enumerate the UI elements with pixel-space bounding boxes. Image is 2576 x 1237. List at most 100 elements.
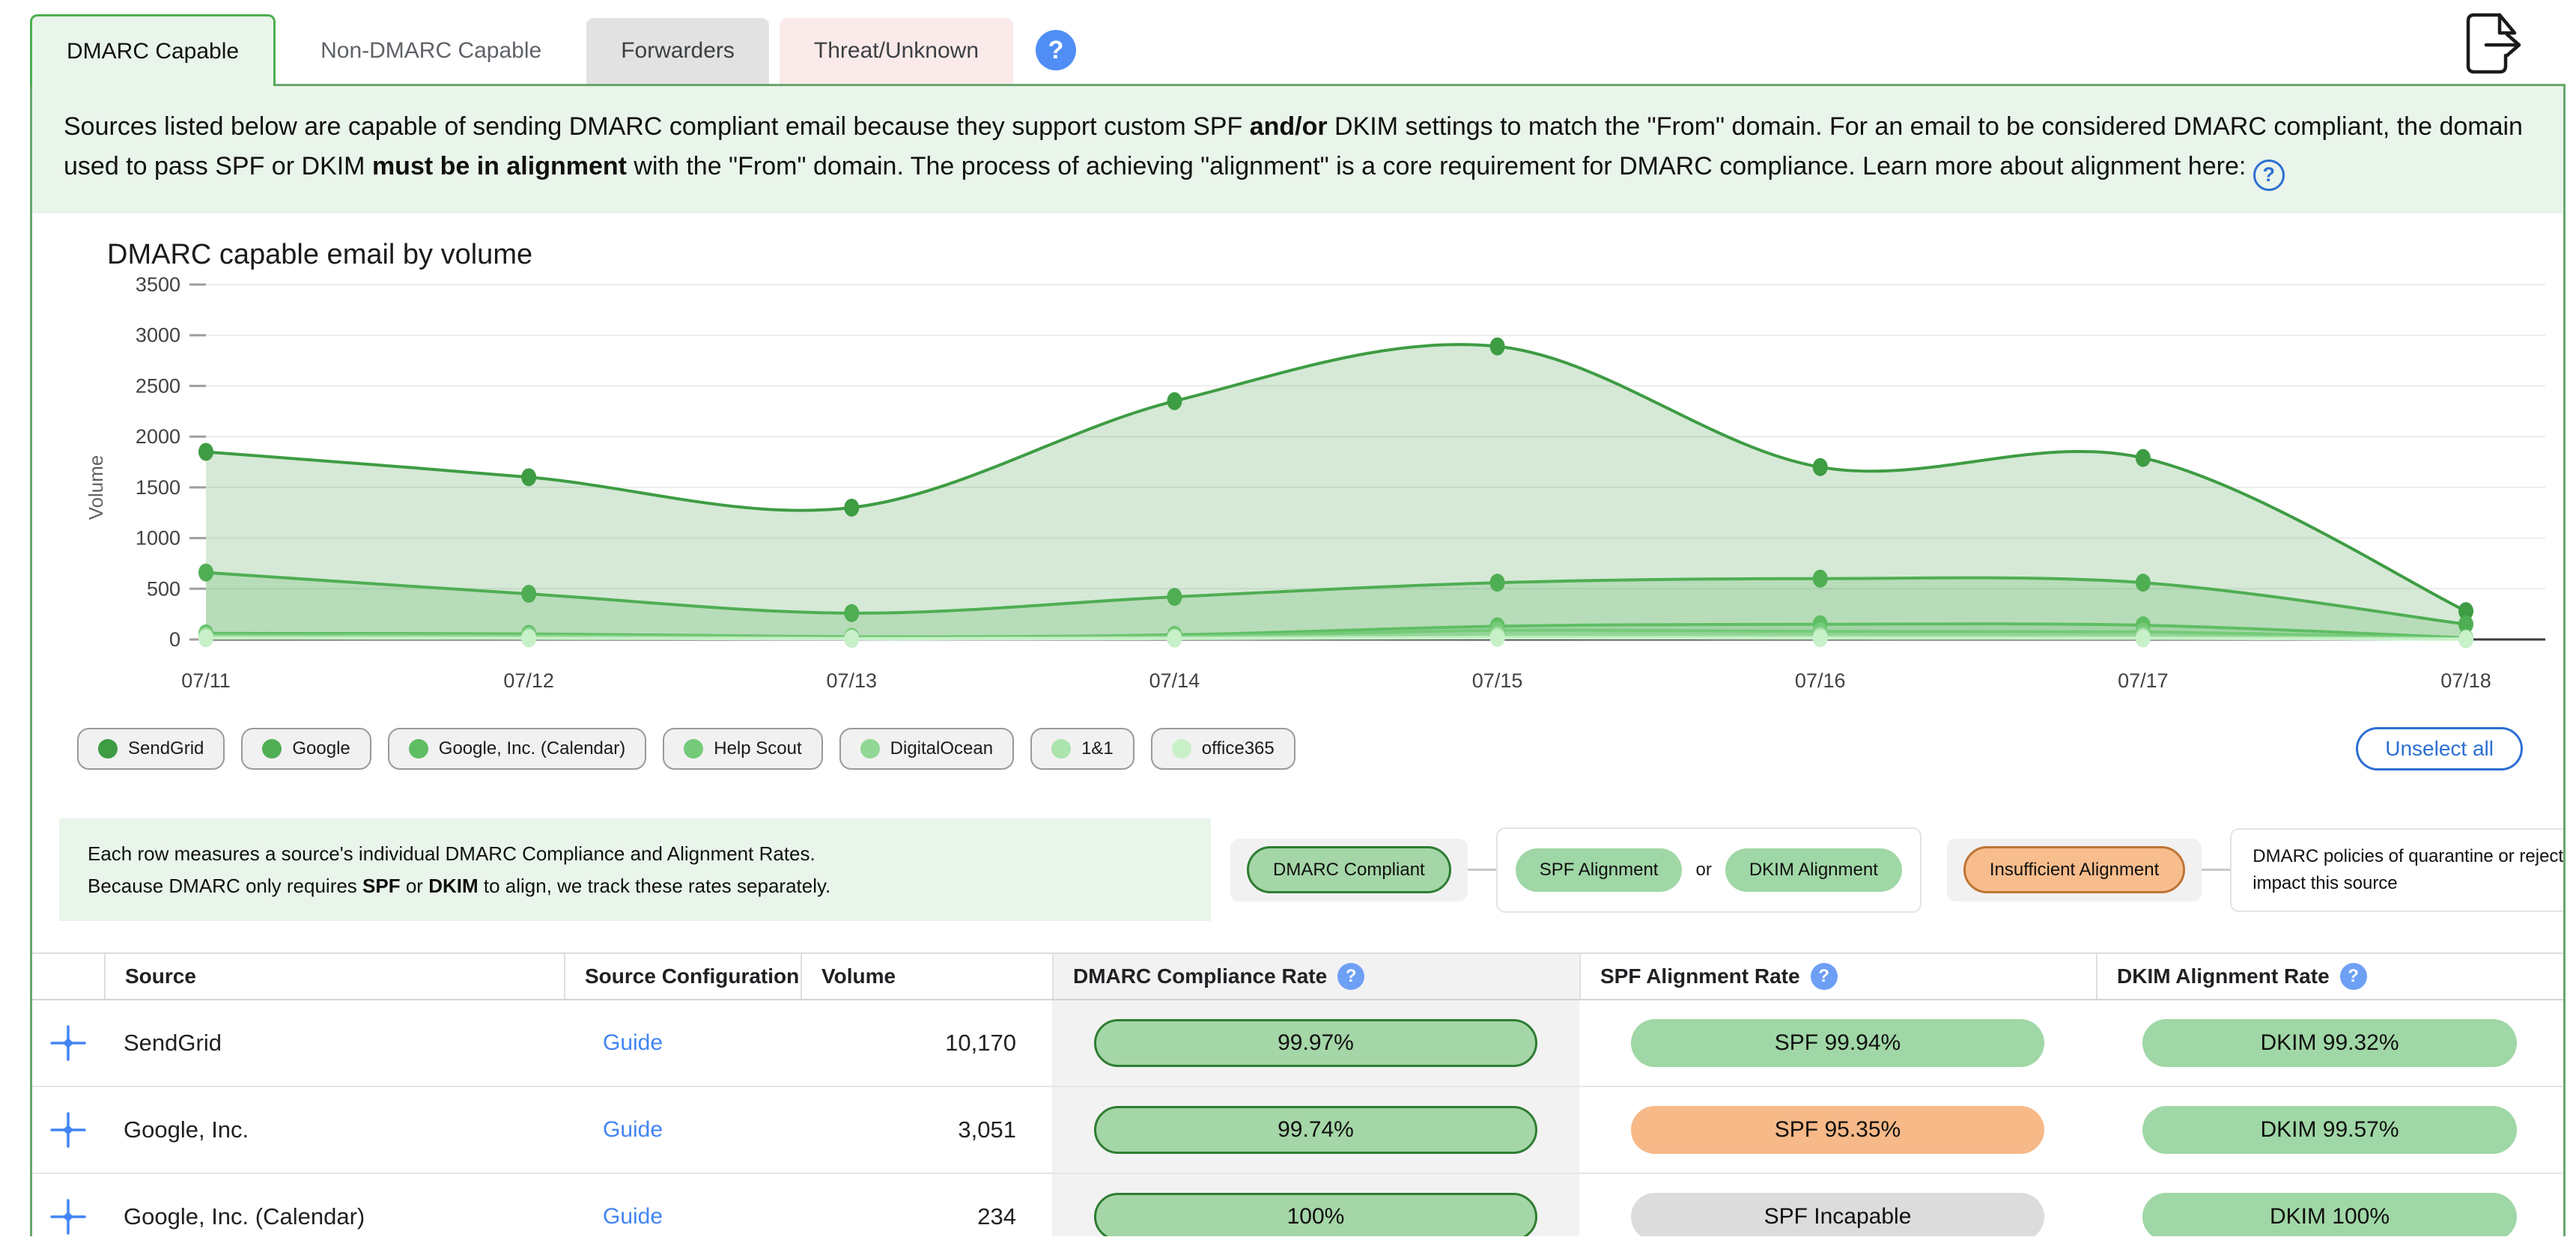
- dmarc-compliant-badge: DMARC Compliant: [1247, 845, 1451, 893]
- legend-chip-google-inc-calendar-[interactable]: Google, Inc. (Calendar): [387, 727, 647, 770]
- dkim-alignment-pill: DKIM 99.32%: [2142, 1019, 2517, 1068]
- spf-alignment-badge: SPF Alignment: [1515, 848, 1683, 892]
- spf-rate-help-icon[interactable]: ?: [1810, 963, 1838, 991]
- expand-row-button[interactable]: [32, 1196, 104, 1236]
- data-point: [2458, 630, 2473, 648]
- policy-impact-note: DMARC policies of quarantine or reject w…: [2230, 827, 2563, 912]
- series-line-Google, Inc. (Calendar): [205, 621, 2467, 639]
- tab-bar: DMARC Capable Non-DMARC Capable Forwarders…: [0, 0, 2576, 86]
- expand-row-button[interactable]: [32, 1109, 104, 1151]
- insufficient-alignment-card: Insufficient Alignment: [1946, 838, 2202, 902]
- table-header-row: Source Source Configuration Volume DMARC…: [32, 952, 2563, 1001]
- legend-chip-office365[interactable]: office365: [1150, 727, 1295, 770]
- rates-legend-badges: DMARC Compliant SPF Alignment or DKIM Al…: [1230, 827, 2563, 913]
- header-dkim-alignment-rate: DKIM Alignment Rate ?: [2096, 954, 2563, 1000]
- description-text: and/or: [1249, 112, 1328, 141]
- spf-alignment-pill: SPF 95.35%: [1631, 1106, 2044, 1155]
- dmarc-compliance-cell: 100%: [1052, 1174, 1579, 1236]
- volume-chart: DMARC capable email by volume 3500 3000 25…: [32, 213, 2563, 720]
- data-point: [844, 604, 860, 622]
- unselect-all-button[interactable]: Unselect all: [2356, 726, 2523, 771]
- rates-key-section: Each row measures a source's individual …: [59, 818, 2563, 922]
- legend-chip-sendgrid[interactable]: SendGrid: [77, 727, 225, 770]
- x-tick-label: 07/12: [503, 669, 554, 692]
- sources-table: Source Source Configuration Volume DMARC…: [32, 952, 2563, 1236]
- tabs-help-icon[interactable]: ?: [1036, 30, 1077, 70]
- data-point: [2458, 615, 2473, 633]
- tab-forwarders[interactable]: Forwarders: [586, 18, 769, 84]
- data-point: [2135, 629, 2151, 648]
- guide-link[interactable]: Guide: [603, 1204, 663, 1230]
- info-line-2: or: [400, 874, 429, 897]
- source-name: Google, Inc.: [124, 1116, 249, 1143]
- series-area-SendGrid: [206, 344, 2466, 639]
- legend-chip-google[interactable]: Google: [241, 727, 371, 770]
- legend-chip-label: SendGrid: [128, 738, 204, 759]
- or-label: or: [1695, 859, 1712, 880]
- legend-chip-label: 1&1: [1081, 738, 1114, 759]
- tab-dmarc-capable[interactable]: DMARC Capable: [30, 14, 276, 86]
- data-point: [2135, 573, 2151, 592]
- legend-color-dot: [408, 738, 428, 759]
- dmarc-capable-panel: Sources listed below are capable of send…: [30, 84, 2566, 1236]
- series-line-Google: [205, 571, 2467, 626]
- legend-chip-digitalocean[interactable]: DigitalOcean: [839, 727, 1015, 770]
- data-point: [844, 498, 860, 517]
- dkim-rate-help-icon[interactable]: ?: [2339, 963, 2367, 991]
- description-text: must be in alignment: [371, 151, 627, 180]
- data-point: [1167, 629, 1182, 648]
- info-line-1: Each row measures a source's individual …: [88, 842, 815, 865]
- x-tick-label: 07/13: [826, 669, 877, 692]
- y-tick-label: 1500: [136, 475, 180, 498]
- dkim-alignment-cell: DKIM 99.57%: [2096, 1106, 2563, 1155]
- data-point: [1167, 587, 1182, 606]
- guide-link[interactable]: Guide: [603, 1117, 663, 1143]
- x-tick-label: 07/11: [181, 669, 231, 692]
- expand-row-button[interactable]: [32, 1022, 104, 1064]
- header-source: Source: [104, 954, 564, 1000]
- tab-non-dmarc-capable[interactable]: Non-DMARC Capable: [286, 18, 577, 84]
- dkim-alignment-cell: DKIM 99.32%: [2096, 1019, 2563, 1068]
- spf-alignment-cell: SPF Incapable: [1579, 1193, 2096, 1236]
- area-chart-canvas: 3500 3000 2500 2000 1500 1000 500 0 Volume 07/11 0…: [85, 273, 2545, 692]
- x-tick-label: 07/18: [2440, 669, 2491, 692]
- legend-chip-label: Google, Inc. (Calendar): [438, 738, 626, 759]
- spf-alignment-cell: SPF 99.94%: [1579, 1019, 2096, 1068]
- tab-threat-unknown[interactable]: Threat/Unknown: [779, 18, 1014, 84]
- alignment-help-icon[interactable]: ?: [2253, 159, 2285, 191]
- guide-link[interactable]: Guide: [603, 1030, 663, 1056]
- dmarc-compliance-pill: 99.74%: [1094, 1106, 1537, 1155]
- header-volume: Volume: [801, 954, 1052, 1000]
- y-tick-label: 3500: [136, 274, 180, 296]
- y-tick-label: 3000: [136, 323, 180, 346]
- x-tick-label: 07/14: [1149, 669, 1200, 692]
- description-text: with the "From" domain. The process of a…: [626, 151, 2253, 180]
- data-point: [521, 584, 537, 603]
- dmarc-rate-help-icon[interactable]: ?: [1337, 963, 1365, 991]
- y-tick-label: 2500: [136, 374, 180, 397]
- data-point: [2135, 449, 2151, 467]
- data-point: [1489, 628, 1505, 647]
- legend-chip-help-scout[interactable]: Help Scout: [663, 727, 823, 770]
- legend-color-dot: [98, 738, 118, 759]
- header-source-configuration: Source Configuration: [564, 954, 801, 1000]
- data-point: [2458, 601, 2473, 620]
- spf-alignment-pill: SPF 99.94%: [1631, 1019, 2044, 1068]
- data-point: [521, 467, 537, 486]
- legend-chip-1-1[interactable]: 1&1: [1030, 727, 1134, 770]
- description-text: Sources listed below are capable of send…: [64, 112, 1250, 141]
- x-tick-label: 07/15: [1472, 669, 1523, 692]
- export-icon[interactable]: [2461, 10, 2524, 83]
- data-point: [521, 629, 537, 648]
- source-name: SendGrid: [124, 1030, 222, 1057]
- insufficient-alignment-badge: Insufficient Alignment: [1963, 845, 2186, 893]
- source-name: Google, Inc. (Calendar): [124, 1203, 365, 1230]
- info-line-2: Because DMARC only requires: [88, 874, 363, 897]
- legend-chip-label: DigitalOcean: [890, 738, 994, 759]
- table-row: SendGrid Guide 10,170 99.97% SPF 99.94% DKIM …: [32, 1000, 2563, 1088]
- dkim-alignment-pill: DKIM 99.57%: [2142, 1106, 2517, 1155]
- spf-alignment-pill: SPF Incapable: [1631, 1193, 2044, 1236]
- legend-chip-label: Help Scout: [714, 738, 802, 759]
- header-expand: [32, 954, 104, 999]
- header-spf-alignment-rate: SPF Alignment Rate ?: [1579, 954, 2096, 1000]
